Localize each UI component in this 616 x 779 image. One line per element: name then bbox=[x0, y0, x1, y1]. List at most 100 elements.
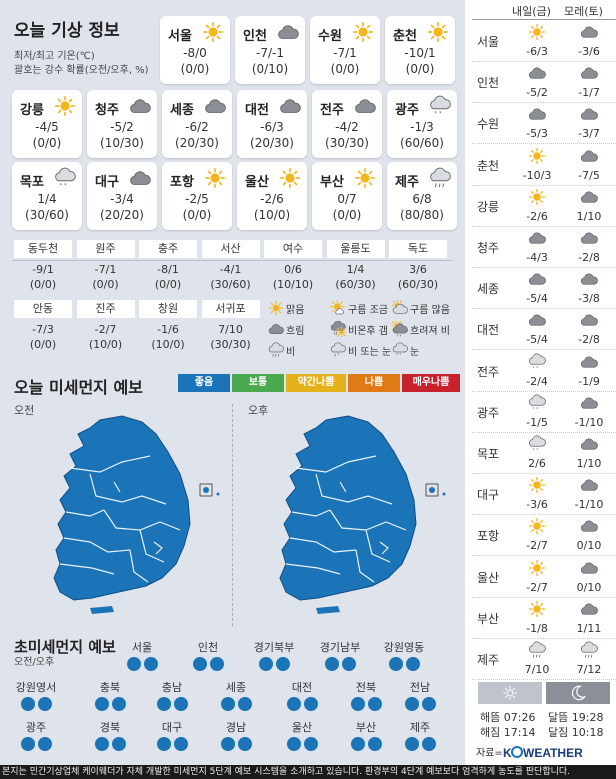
city-temp: 6/8 bbox=[412, 192, 432, 206]
cloud-icon bbox=[528, 270, 546, 288]
col-tomorrow: 내일(금) bbox=[512, 5, 551, 18]
forecast-city: 청주 bbox=[476, 241, 500, 255]
city-prob: (0/0) bbox=[32, 136, 62, 150]
am-level-dot bbox=[20, 697, 35, 711]
city-prob: (0/0) bbox=[330, 62, 360, 76]
small-city-name: 동두천 bbox=[14, 240, 72, 258]
am-level-dot bbox=[388, 657, 403, 671]
small-city-prob: (60/30) bbox=[397, 278, 439, 291]
dayafter-temp: -3/6 bbox=[578, 45, 600, 58]
forecast-city: 부산 bbox=[476, 611, 500, 626]
tomorrow-temp: 2/6 bbox=[528, 457, 546, 470]
tomorrow-temp: -10/3 bbox=[522, 168, 552, 182]
small-city: 충주 -8/1 (0/0) bbox=[139, 240, 197, 291]
cloud-rain-icon bbox=[580, 641, 598, 659]
svg-text:* *: * * bbox=[435, 111, 442, 117]
dayafter-temp: -2/8 bbox=[578, 251, 600, 264]
ultra-region: 인천 bbox=[178, 640, 238, 671]
city-prob: (30/60) bbox=[25, 208, 69, 222]
small-city-name: 진주 bbox=[76, 300, 135, 318]
city-name: 청주 bbox=[95, 103, 119, 118]
sun-icon bbox=[528, 188, 546, 206]
ultra-region: 경북 bbox=[80, 720, 140, 751]
dayafter-temp: -1/9 bbox=[578, 374, 600, 388]
ultra-region-name: 울산 bbox=[291, 721, 313, 734]
pm-level-dot bbox=[37, 737, 52, 751]
dayafter-temp: -2/8 bbox=[578, 333, 600, 347]
pm-level-dot bbox=[405, 657, 420, 671]
cloud-icon bbox=[129, 95, 151, 117]
moon-icon bbox=[569, 684, 587, 702]
sun-icon bbox=[354, 167, 376, 189]
tomorrow-temp: -2/7 bbox=[526, 580, 548, 594]
svg-text:* *: * * bbox=[396, 353, 401, 358]
city-card: 전주 -4/2 (30/30) bbox=[312, 90, 382, 158]
pm-level-dot bbox=[173, 697, 188, 711]
cloud-icon bbox=[528, 64, 546, 82]
small-city: 창원 -1/6 (10/0) bbox=[139, 300, 197, 351]
city-temp: -4/5 bbox=[35, 120, 59, 134]
cloud-icon bbox=[580, 229, 598, 247]
small-city-name: 여수 bbox=[264, 240, 322, 258]
city-prob: (0/0) bbox=[332, 208, 362, 222]
legend-label: 흐려져 비 bbox=[410, 325, 450, 337]
city-name: 강릉 bbox=[20, 103, 44, 118]
cloud-rain-icon bbox=[429, 167, 451, 189]
am-level-dot bbox=[286, 697, 301, 711]
tomorrow-temp: -3/6 bbox=[526, 498, 548, 512]
pm-label: 오후 bbox=[248, 404, 269, 417]
kweather-logo: K WEATHER bbox=[503, 745, 583, 759]
svg-text:WEATHER: WEATHER bbox=[523, 746, 583, 759]
pm-level-dot bbox=[37, 697, 52, 711]
city-name: 울산 bbox=[245, 175, 269, 190]
ultra-region: 경남 bbox=[206, 720, 266, 751]
city-name: 부산 bbox=[320, 175, 344, 190]
cloud-icon bbox=[580, 64, 598, 82]
city-card: 인천 -7/-1 (0/10) bbox=[235, 16, 305, 84]
city-card: 대구 -3/4 (20/20) bbox=[87, 162, 157, 230]
dust-level: 약간나쁨 bbox=[286, 374, 346, 392]
dayafter-temp: -3/7 bbox=[578, 127, 600, 141]
source: 자료= K WEATHER bbox=[476, 744, 603, 759]
forecast-row: 포항 -2/7 0/10 bbox=[472, 515, 616, 557]
city-card: 부산 0/7 (0/0) bbox=[312, 162, 382, 230]
small-city-temp: -7/3 bbox=[32, 323, 54, 336]
small-city-name: 울릉도 bbox=[326, 240, 385, 258]
legend-label: 흐림 bbox=[286, 325, 305, 337]
ultra-region: 제주 bbox=[390, 720, 450, 751]
tomorrow-temp: -1/8 bbox=[526, 621, 548, 635]
sunrise-icon bbox=[501, 684, 519, 702]
city-card: 대전 -6/3 (20/30) bbox=[237, 90, 307, 158]
ultra-region-name: 전북 bbox=[355, 681, 377, 694]
am-level-dot bbox=[220, 697, 235, 711]
dayafter-temp: 1/11 bbox=[576, 621, 602, 635]
am-label: 오전 bbox=[14, 404, 35, 417]
ultra-region-name: 인천 bbox=[197, 641, 219, 654]
cloud-icon bbox=[277, 21, 299, 43]
cloud-rain-icon bbox=[528, 641, 546, 659]
ultra-region-name: 경남 bbox=[225, 721, 247, 734]
city-name: 인천 bbox=[243, 29, 267, 44]
small-city-name: 원주 bbox=[76, 240, 135, 258]
forecast-city: 목포 bbox=[476, 447, 500, 461]
cloud-snow-icon: * * bbox=[54, 167, 76, 189]
sun-icon bbox=[528, 23, 546, 41]
forecast-row: 광주 * * -1/5 -1/10 bbox=[472, 392, 616, 433]
small-city-name: 충주 bbox=[139, 240, 197, 258]
forecast-row: 울산 -2/7 0/10 bbox=[472, 557, 616, 598]
cloud-icon bbox=[580, 353, 598, 371]
pm-level-dot bbox=[303, 697, 318, 711]
am-level-dot bbox=[156, 737, 171, 751]
ultra-region: 경기남부 bbox=[310, 640, 370, 671]
small-city-prob: (0/0) bbox=[29, 278, 57, 291]
city-name: 대전 bbox=[245, 103, 269, 118]
cloud-rainsnow-icon: * bbox=[330, 342, 346, 358]
ultra-region: 전북 bbox=[336, 680, 396, 711]
tomorrow-temp: -1/5 bbox=[526, 415, 548, 429]
pm-level-dot bbox=[143, 657, 158, 671]
pm-level-dot bbox=[367, 697, 382, 711]
forecast-city: 세종 bbox=[476, 282, 500, 297]
forecast-city: 수원 bbox=[476, 117, 500, 132]
city-prob: (20/20) bbox=[100, 208, 144, 222]
tomorrow-temp: -5/2 bbox=[526, 86, 548, 100]
